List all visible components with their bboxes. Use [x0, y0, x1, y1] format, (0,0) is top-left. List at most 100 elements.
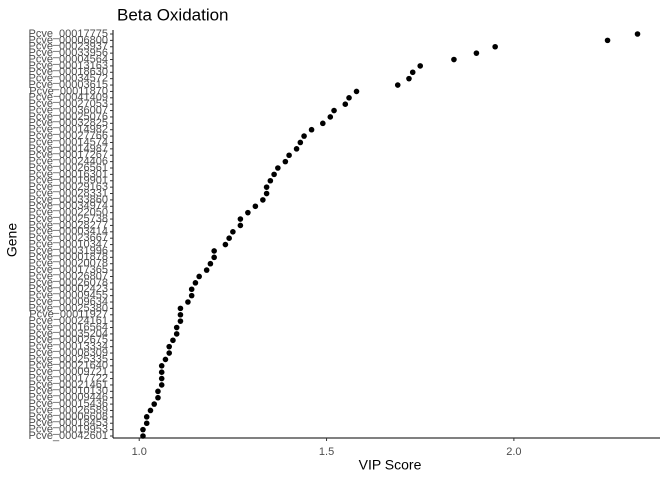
y-tick-label: Pcve_00014982 — [28, 124, 108, 136]
point — [267, 177, 274, 184]
chart-title: Beta Oxidation — [117, 5, 229, 24]
y-tick-label: Pcve_00016301 — [28, 168, 108, 180]
y-tick-label: Pcve_00027766 — [28, 130, 108, 142]
y-tick-label: Pcve_00031996 — [28, 245, 108, 257]
y-tick-label: Pcve_00009721 — [28, 366, 108, 378]
point — [177, 305, 184, 312]
point — [155, 388, 161, 395]
point — [162, 356, 169, 363]
point — [166, 350, 172, 356]
y-tick-label: Pcve_00023667 — [28, 232, 108, 244]
y-tick-label: Pcve_00029163 — [28, 181, 108, 193]
y-tick-label: Pcve_00024161 — [28, 315, 108, 327]
point — [173, 324, 180, 331]
point — [492, 43, 498, 50]
point — [155, 394, 161, 401]
point — [260, 197, 266, 203]
y-tick-label: Pcve_00003414 — [28, 226, 108, 238]
point — [346, 95, 352, 101]
point — [203, 267, 210, 273]
point — [158, 369, 165, 375]
y-tick-label: Pcve_00033860 — [28, 194, 108, 206]
point — [173, 331, 180, 337]
x-tick-label: 1.0 — [132, 446, 147, 458]
y-tick-label: Pcve_00015436 — [28, 398, 108, 410]
y-tick-label: Pcve_00033956 — [28, 47, 108, 59]
y-tick-label: Pcve_00025738 — [28, 213, 108, 225]
y-tick-label: Pcve_00009446 — [28, 392, 108, 404]
y-tick-label: Pcve_00022050 — [28, 207, 108, 219]
point — [394, 82, 401, 88]
point — [147, 407, 154, 414]
y-tick-label: Pcve_00013163 — [28, 60, 108, 72]
point — [185, 299, 191, 305]
x-tick-label: 2.0 — [506, 446, 521, 458]
point — [237, 216, 244, 222]
y-tick-label: Pcve_00024406 — [28, 156, 108, 168]
y-tick-label: Pcve_00026078 — [28, 277, 108, 289]
point — [282, 158, 289, 165]
point — [417, 63, 424, 69]
point — [143, 420, 150, 427]
y-tick-label: Pcve_00026589 — [28, 404, 108, 416]
y-tick-label: Pcve_00014574 — [28, 136, 108, 148]
y-tick-label: Pcve_00041409 — [28, 92, 108, 104]
point — [451, 56, 457, 63]
y-tick-label: Pcve_00016564 — [28, 321, 108, 333]
y-tick-label: Pcve_00014987 — [28, 143, 108, 155]
y-tick-label: Pcve_00003615 — [28, 79, 108, 91]
y-tick-label: Pcve_00025335 — [28, 353, 108, 365]
y-axis-label: Gene — [4, 223, 20, 257]
y-tick-label: Pcve_00017722 — [28, 372, 108, 384]
point — [158, 363, 165, 369]
y-tick-label: Pcve_00006608 — [28, 411, 108, 423]
point — [297, 139, 304, 146]
point — [140, 433, 146, 439]
y-tick-label: Pcve_00017365 — [28, 264, 108, 276]
y-tick-label: Pcve_00026807 — [28, 270, 108, 282]
point — [301, 133, 307, 139]
y-tick-label: Pcve_00021640 — [28, 360, 108, 372]
point — [151, 401, 158, 407]
point — [166, 343, 172, 350]
y-tick-label: Pcve_00034572 — [28, 73, 108, 85]
point — [226, 235, 232, 241]
point — [211, 254, 217, 261]
y-tick-label: Pcve_00019953 — [28, 424, 108, 436]
point — [196, 273, 202, 280]
point — [177, 311, 184, 318]
x-axis-label: VIP Score — [359, 457, 422, 473]
y-tick-label: Pcve_00026561 — [28, 162, 108, 174]
y-tick-label: Pcve_00035204 — [28, 328, 108, 340]
point — [286, 152, 292, 159]
point — [604, 37, 611, 44]
point — [634, 31, 641, 37]
y-tick-label: Pcve_00028277 — [28, 219, 108, 231]
point — [158, 375, 165, 382]
y-tick-label: Pcve_00010130 — [28, 385, 108, 397]
point — [308, 126, 315, 133]
y-tick-label: Pcve_00027053 — [28, 98, 108, 110]
y-tick-label: Pcve_00009455 — [28, 290, 108, 302]
point — [409, 69, 416, 76]
y-tick-label: Pcve_00034974 — [28, 200, 108, 212]
point — [293, 146, 300, 152]
y-tick-label: Pcve_00006800 — [28, 34, 108, 46]
y-tick-label: Pcve_00032825 — [28, 117, 108, 129]
y-tick-label: Pcve_00009634 — [28, 296, 108, 308]
y-tick-label: Pcve_00023937 — [28, 41, 108, 53]
y-tick-label: Pcve_00036007 — [28, 104, 108, 116]
point — [263, 190, 270, 197]
y-tick-label: Pcve_00002423 — [28, 283, 108, 295]
point — [320, 120, 326, 127]
y-tick-label: Pcve_00025076 — [28, 111, 108, 123]
point — [207, 260, 214, 267]
x-tick-label: 1.5 — [319, 446, 334, 458]
point — [473, 50, 480, 56]
point — [327, 114, 334, 120]
point — [230, 229, 236, 235]
y-tick-label: Pcve_00004564 — [28, 53, 108, 65]
y-tick-label: Pcve_00002675 — [28, 334, 108, 346]
y-tick-label: Pcve_00010347 — [28, 238, 108, 250]
point — [342, 101, 349, 107]
